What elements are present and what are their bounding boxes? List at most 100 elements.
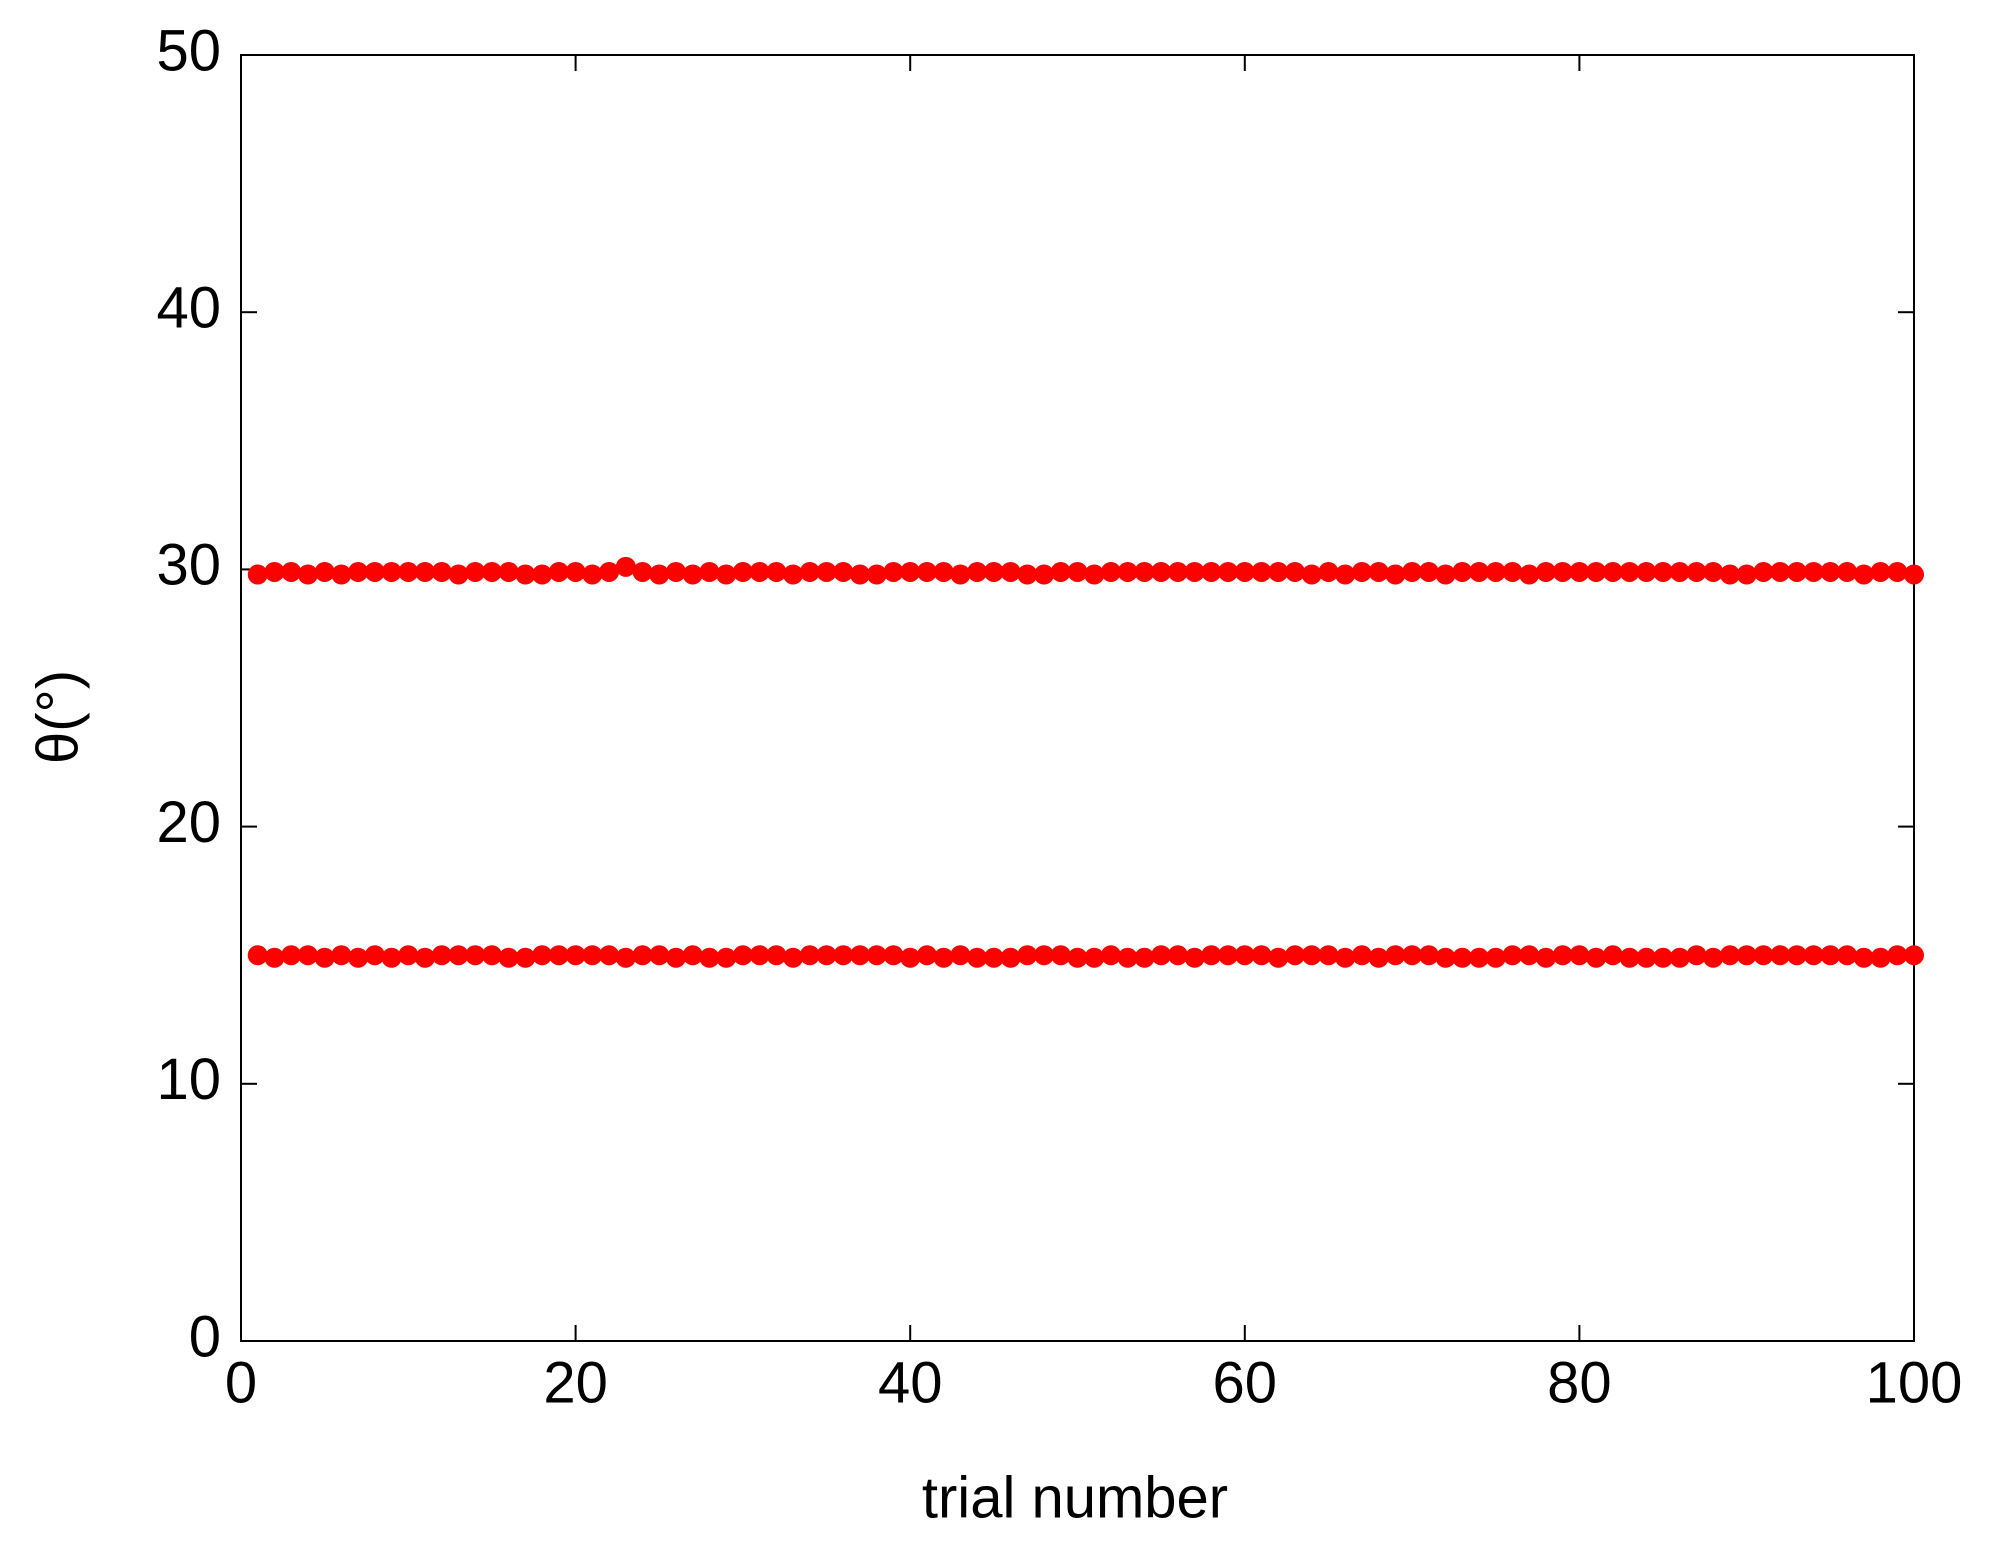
data-point (1904, 945, 1924, 966)
data-point (1469, 561, 1490, 582)
data-point (1853, 947, 1874, 968)
data-point (1318, 945, 1339, 966)
x-tick-label: 20 (543, 1350, 608, 1415)
data-point (1636, 947, 1657, 968)
data-point (850, 564, 871, 585)
data-point (1686, 945, 1707, 966)
data-point (1218, 561, 1239, 582)
data-point (1569, 945, 1590, 966)
data-point (1268, 561, 1289, 582)
data-point (950, 945, 971, 966)
data-point (783, 564, 804, 585)
data-point (1803, 945, 1824, 966)
data-point (1837, 945, 1858, 966)
x-tick-label: 0 (225, 1350, 257, 1415)
data-point (1469, 947, 1490, 968)
data-point (1569, 561, 1590, 582)
data-point (331, 564, 352, 585)
data-point (1301, 564, 1322, 585)
data-point (1351, 945, 1372, 966)
data-point (900, 561, 921, 582)
data-point (1502, 945, 1523, 966)
data-point (632, 945, 653, 966)
data-point (866, 945, 887, 966)
x-tick-label: 100 (1866, 1350, 1963, 1415)
data-point (1820, 945, 1841, 966)
data-point (1234, 561, 1255, 582)
data-point (364, 945, 385, 966)
data-point (1418, 561, 1439, 582)
data-point (1017, 945, 1038, 966)
data-point (833, 561, 854, 582)
data-point (1034, 945, 1055, 966)
data-point (1669, 947, 1690, 968)
data-point (398, 945, 419, 966)
y-tick-label: 10 (156, 1047, 221, 1112)
data-point (1887, 945, 1908, 966)
data-point (866, 564, 887, 585)
data-point (1084, 947, 1105, 968)
data-point (381, 561, 402, 582)
data-point (933, 947, 954, 968)
data-point (1335, 947, 1356, 968)
data-point (665, 947, 686, 968)
data-point (465, 561, 486, 582)
data-point (599, 945, 620, 966)
data-point (465, 945, 486, 966)
data-point (1870, 561, 1891, 582)
data-point (1067, 947, 1088, 968)
data-point (1435, 564, 1456, 585)
data-point (682, 945, 703, 966)
data-point (1351, 561, 1372, 582)
data-point (1084, 564, 1105, 585)
data-point (716, 564, 737, 585)
data-point (950, 564, 971, 585)
data-point (665, 561, 686, 582)
data-point (615, 947, 636, 968)
data-point (1000, 561, 1021, 582)
data-point (749, 561, 770, 582)
data-point (732, 561, 753, 582)
data-point (548, 561, 569, 582)
data-point (749, 945, 770, 966)
data-point (716, 947, 737, 968)
data-point (297, 945, 318, 966)
data-point (281, 945, 302, 966)
data-point (1151, 561, 1172, 582)
data-point (1820, 561, 1841, 582)
data-point (314, 947, 335, 968)
data-point (1117, 561, 1138, 582)
data-point (264, 561, 285, 582)
data-point (1402, 945, 1423, 966)
data-point (498, 561, 519, 582)
data-point (448, 945, 469, 966)
data-point (1887, 561, 1908, 582)
data-point (783, 947, 804, 968)
data-point (1686, 561, 1707, 582)
data-point (1770, 945, 1791, 966)
data-point (1184, 947, 1205, 968)
y-tick-label: 50 (156, 18, 221, 83)
data-point (1703, 561, 1724, 582)
data-point (1586, 561, 1607, 582)
data-point (1184, 561, 1205, 582)
data-point (481, 945, 502, 966)
data-point (415, 561, 436, 582)
data-point (1234, 945, 1255, 966)
data-point (1753, 945, 1774, 966)
data-point (649, 945, 670, 966)
data-point (398, 561, 419, 582)
data-point (1201, 561, 1222, 582)
data-point (381, 947, 402, 968)
data-point (1050, 561, 1071, 582)
data-point (883, 561, 904, 582)
data-point (816, 945, 837, 966)
data-point (515, 947, 536, 968)
data-point (983, 947, 1004, 968)
y-tick-label: 30 (156, 533, 221, 598)
y-tick-label: 0 (189, 1304, 221, 1369)
data-point (1251, 945, 1272, 966)
data-point (799, 945, 820, 966)
data-point (532, 564, 553, 585)
data-point (481, 561, 502, 582)
